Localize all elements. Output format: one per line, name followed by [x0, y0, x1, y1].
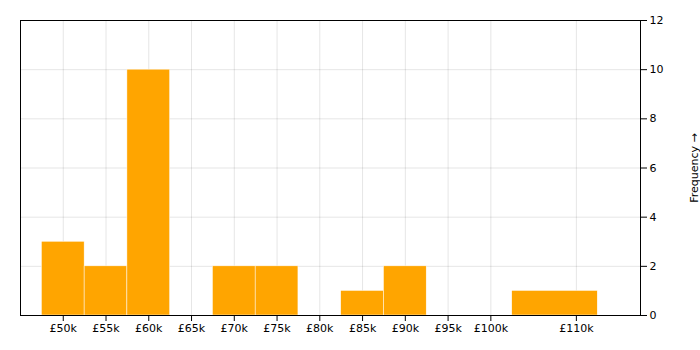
svg-text:4: 4 — [650, 211, 657, 224]
svg-text:£95k: £95k — [434, 322, 462, 335]
svg-text:2: 2 — [650, 260, 657, 273]
svg-text:10: 10 — [650, 63, 664, 76]
svg-text:£75k: £75k — [263, 322, 291, 335]
svg-text:8: 8 — [650, 112, 657, 125]
svg-text:12: 12 — [650, 14, 664, 27]
svg-text:£70k: £70k — [221, 322, 249, 335]
svg-text:£85k: £85k — [349, 322, 377, 335]
svg-text:£100k: £100k — [474, 322, 509, 335]
svg-text:£65k: £65k — [178, 322, 206, 335]
svg-text:£60k: £60k — [135, 322, 163, 335]
svg-text:£90k: £90k — [392, 322, 420, 335]
svg-text:£55k: £55k — [92, 322, 120, 335]
svg-text:£110k: £110k — [559, 322, 594, 335]
svg-text:£50k: £50k — [50, 322, 78, 335]
svg-text:£80k: £80k — [306, 322, 334, 335]
svg-text:Frequency →: Frequency → — [688, 133, 700, 203]
svg-text:0: 0 — [650, 309, 657, 322]
svg-text:6: 6 — [650, 162, 657, 175]
